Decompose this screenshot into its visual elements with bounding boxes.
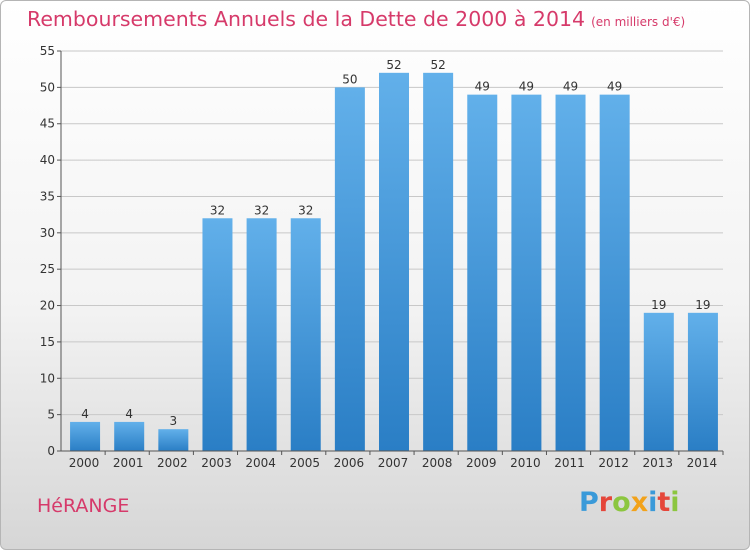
- x-tick-label: 2000: [69, 456, 100, 470]
- data-label: 49: [519, 80, 534, 94]
- bar-2011: [555, 94, 586, 452]
- bar-2008: [423, 72, 454, 452]
- y-tick-label: 50: [40, 80, 55, 94]
- proxiti-logo[interactable]: Proxiti: [579, 487, 680, 518]
- data-label: 4: [81, 407, 89, 421]
- x-tick-label: 2009: [466, 456, 497, 470]
- y-tick-label: 35: [40, 189, 55, 203]
- data-label: 32: [298, 203, 313, 217]
- unit-label: (en milliers d'€): [591, 15, 686, 29]
- x-tick-label: 2014: [687, 456, 718, 470]
- bar-2002: [158, 429, 189, 451]
- data-label: 49: [475, 80, 490, 94]
- x-tick-label: 2006: [334, 456, 365, 470]
- x-tick-label: 2008: [422, 456, 453, 470]
- data-label: 49: [563, 80, 578, 94]
- x-tick-label: 2001: [113, 456, 144, 470]
- bars: 4 4 3 32 32 32 50 52 52 49 49 49 49 19 19: [70, 58, 718, 452]
- brand-letter: i: [648, 487, 658, 518]
- x-tick-label: 2012: [598, 456, 629, 470]
- x-tick-label: 2007: [378, 456, 409, 470]
- data-label: 52: [430, 58, 445, 72]
- brand-letter: x: [630, 487, 649, 518]
- title-text: Remboursements Annuels de la Dette de 20…: [27, 7, 586, 31]
- y-axis-ticks: 0 5 10 15 20 25 30 35 40 45 50 55: [40, 44, 61, 458]
- x-tick-label: 2004: [245, 456, 276, 470]
- data-label: 49: [607, 80, 622, 94]
- y-tick-label: 45: [40, 117, 55, 131]
- x-tick-label: 2011: [554, 456, 585, 470]
- bar-2006: [334, 87, 365, 451]
- bar-2000: [70, 421, 101, 451]
- chart-title: Remboursements Annuels de la Dette de 20…: [27, 7, 685, 31]
- x-tick-label: 2002: [157, 456, 188, 470]
- bar-2001: [114, 421, 145, 451]
- bar-2010: [511, 94, 542, 452]
- y-tick-label: 55: [40, 44, 55, 58]
- data-label: 52: [386, 58, 401, 72]
- y-tick-label: 0: [47, 444, 55, 458]
- x-tick-label: 2010: [510, 456, 541, 470]
- data-label: 32: [210, 203, 225, 217]
- bar-2014: [687, 312, 718, 451]
- bar-2005: [290, 218, 321, 451]
- x-tick-label: 2013: [643, 456, 674, 470]
- x-tick-label: 2003: [201, 456, 232, 470]
- bar-2007: [379, 72, 409, 452]
- data-label: 50: [342, 72, 357, 86]
- brand-letter: i: [670, 487, 680, 518]
- brand-letter: r: [598, 487, 613, 518]
- brand-letter: t: [657, 487, 671, 518]
- brand-letter: P: [579, 487, 599, 518]
- axes: [60, 51, 723, 452]
- data-label: 3: [170, 414, 178, 428]
- y-tick-label: 15: [40, 335, 55, 349]
- y-tick-label: 20: [40, 299, 55, 313]
- bar-2013: [643, 312, 674, 451]
- bar-2003: [202, 218, 233, 451]
- y-tick-label: 30: [40, 226, 55, 240]
- data-label: 4: [125, 407, 133, 421]
- data-label: 32: [254, 203, 269, 217]
- data-label: 19: [695, 298, 710, 312]
- y-tick-label: 10: [40, 371, 55, 385]
- bar-2012: [599, 94, 630, 452]
- y-tick-label: 40: [40, 153, 55, 167]
- bar-2004: [246, 218, 277, 451]
- x-axis-ticks: 2000 2001 2002 2003 2004 2005 2006 2007 2008 2009…: [69, 451, 724, 470]
- commune-name: HéRANGE: [37, 495, 130, 517]
- x-tick-label: 2005: [289, 456, 320, 470]
- bar-2009: [467, 94, 498, 452]
- data-label: 19: [651, 298, 666, 312]
- brand-letter: o: [612, 487, 631, 518]
- y-tick-label: 25: [40, 262, 55, 276]
- y-tick-label: 5: [47, 408, 55, 422]
